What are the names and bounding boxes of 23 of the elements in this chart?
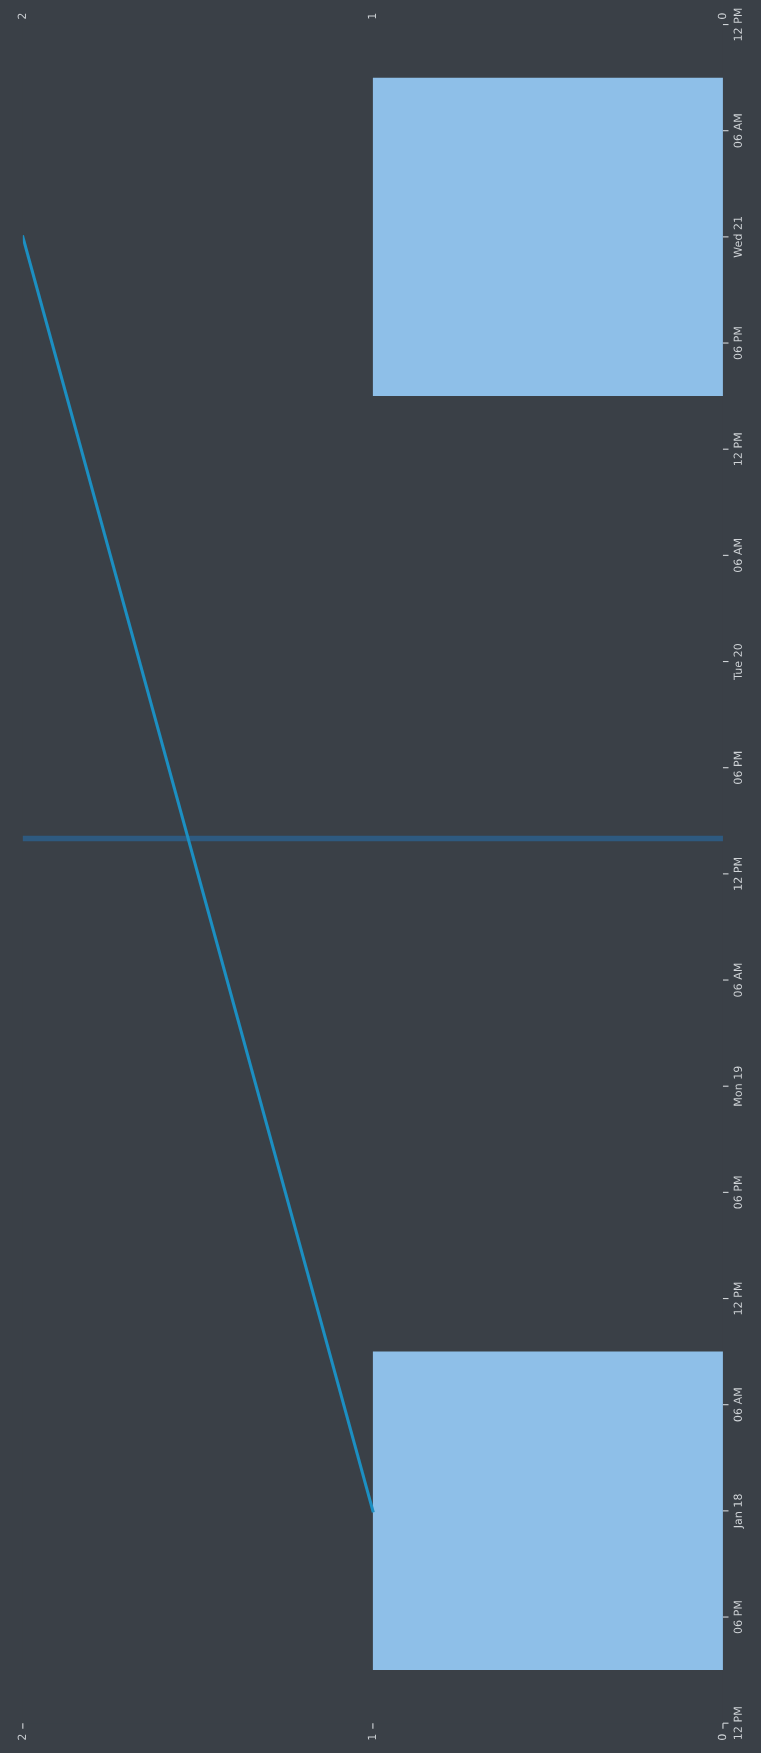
y-tick-label: 06 PM (733, 1176, 742, 1209)
y-tick-label: Jan 18 (733, 1494, 745, 1529)
x-tick-label: 1 (367, 13, 376, 19)
y-tick-label: 06 AM (733, 539, 742, 573)
y-tick-label: 12 PM (733, 433, 742, 465)
y-tick-label: Tue 20 (733, 643, 742, 680)
x-tick-label: 2 (17, 13, 26, 19)
x2-tick-label: 2 (17, 1734, 26, 1740)
y-tick-label: 06 AM (733, 1388, 742, 1422)
y-tick-label: 06 AM (733, 114, 742, 148)
y-tick-label: 12 PM (733, 8, 742, 41)
y-tick-label: 06 AM (733, 963, 742, 997)
x-tick-label: 0 (717, 13, 727, 19)
y-tick-label: 12 PM (733, 1282, 742, 1315)
x2-tick-label: 1 (367, 1734, 376, 1740)
y-tick-label: 12 PM (733, 1707, 742, 1739)
y-tick-label: 06 PM (733, 327, 742, 360)
y-tick-label: 12 PM (733, 857, 742, 890)
x2-tick-label: 0 (717, 1734, 727, 1740)
y-tick-label: Mon 19 (733, 1066, 742, 1106)
y-tick-label: Wed 21 (733, 216, 742, 258)
y-tick-label: 06 PM (733, 1601, 742, 1634)
y-tick-label: 06 PM (733, 751, 742, 784)
